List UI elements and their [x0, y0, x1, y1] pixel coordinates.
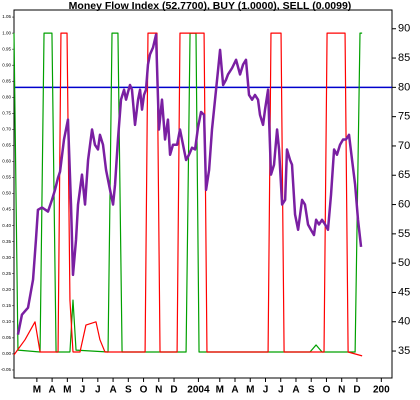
y-tick-label: 0.90 — [2, 62, 11, 67]
y2-tick-label: 60 — [398, 198, 410, 210]
series-line — [13, 32, 363, 353]
x-tick-label: M — [216, 385, 224, 396]
y-tick-label: 0.80 — [2, 94, 11, 99]
x-tick-label: D — [170, 385, 177, 396]
y-tick-label: 0.85 — [2, 78, 11, 83]
y-tick-label: 0.35 — [2, 239, 11, 244]
y-tick-label: 0.00 — [2, 351, 11, 356]
y-tick-label: 0.20 — [2, 287, 11, 292]
plot-frame — [13, 9, 393, 379]
y-tick-label: -0.05 — [1, 367, 12, 372]
y2-tick-label: 55 — [398, 228, 410, 240]
y2-tick-label: 50 — [398, 257, 410, 269]
x-tick-label: O — [323, 385, 331, 396]
y2-tick-label: 65 — [398, 169, 410, 181]
x-tick-label: A — [231, 385, 238, 396]
x-tick-label: A — [109, 385, 116, 396]
x-tick-label: S — [125, 385, 132, 396]
x-tick-label: 200 — [373, 385, 390, 396]
y-tick-label: 0.65 — [2, 143, 11, 148]
y-tick-label: 0.60 — [2, 159, 11, 164]
x-tick-label: A — [48, 385, 55, 396]
y2-tick-label: 40 — [398, 316, 410, 328]
y2-tick-label: 45 — [398, 286, 410, 298]
x-tick-label: J — [80, 385, 86, 396]
y-tick-label: 0.30 — [2, 255, 11, 260]
x-tick-label: N — [155, 385, 162, 396]
y-tick-label: 0.45 — [2, 207, 11, 212]
y2-tick-label: 80 — [398, 81, 410, 93]
y-tick-label: 0.95 — [2, 46, 11, 51]
chart-title: Money Flow Index (52.7700), BUY (1.0000)… — [69, 0, 352, 12]
x-tick-label: M — [246, 385, 254, 396]
x-tick-label: D — [353, 385, 360, 396]
series-line — [13, 32, 363, 357]
y2-tick-label: 75 — [398, 111, 410, 123]
y-tick-label: 0.40 — [2, 223, 11, 228]
x-tick-label: N — [338, 385, 345, 396]
x-tick-label: A — [292, 385, 299, 396]
y2-tick-label: 85 — [398, 52, 410, 64]
x-tick-label: J — [278, 385, 284, 396]
x-tick-label: J — [95, 385, 101, 396]
y-tick-label: 0.70 — [2, 127, 11, 132]
y-tick-label: 0.25 — [2, 271, 11, 276]
x-tick-label: O — [140, 385, 148, 396]
y-tick-label: 0.10 — [2, 319, 11, 324]
x-tick-label: M — [33, 385, 41, 396]
x-tick-label: M — [63, 385, 71, 396]
y-tick-label: 0.75 — [2, 110, 11, 115]
y-tick-label: 0.05 — [2, 335, 11, 340]
y-tick-label: 0.50 — [2, 191, 11, 196]
y2-tick-label: 90 — [398, 23, 410, 35]
series-line — [16, 33, 363, 335]
y-tick-label: 1.00 — [2, 30, 11, 35]
x-tick-label: J — [263, 385, 269, 396]
y-tick-label: 0.55 — [2, 175, 11, 180]
x-tick-label: 2004 — [187, 385, 210, 396]
y2-tick-label: 70 — [398, 140, 410, 152]
y-tick-label: 1.05 — [2, 14, 11, 19]
y2-tick-label: 35 — [398, 345, 410, 357]
x-tick-label: S — [308, 385, 315, 396]
y-tick-label: 0.15 — [2, 303, 11, 308]
